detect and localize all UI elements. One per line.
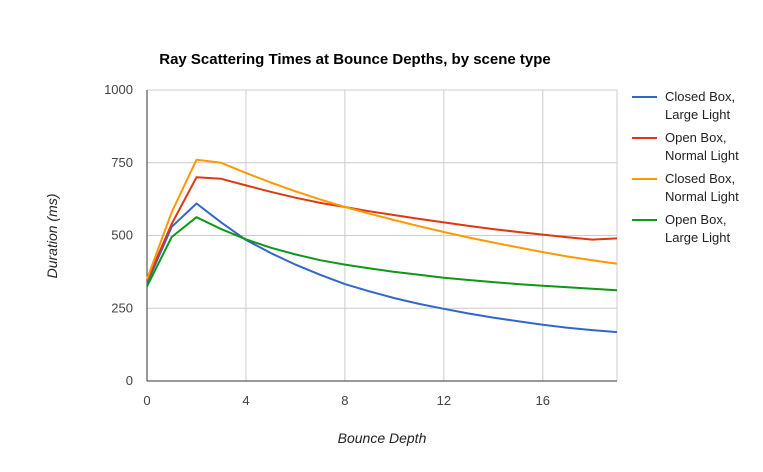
series-line-2 (146, 176, 618, 281)
y-tick-label: 0 (126, 373, 133, 388)
y-tick-label: 500 (111, 228, 133, 243)
legend-label: Normal Light (665, 189, 739, 204)
y-tick-label: 750 (111, 155, 133, 170)
x-tick-label: 12 (437, 393, 451, 408)
legend-label: Open Box, (665, 130, 726, 145)
series-line-3 (146, 158, 618, 280)
legend: Closed Box, Large Light Open Box, Normal Li… (632, 89, 739, 245)
x-tick-label: 16 (536, 393, 550, 408)
legend-label: Open Box, (665, 212, 726, 227)
chart-title: Ray Scattering Times at Bounce Depths, b… (159, 51, 551, 68)
legend-label: Large Light (665, 230, 730, 245)
x-tick-label: 4 (242, 393, 249, 408)
legend-label: Large Light (665, 107, 730, 122)
legend-label: Closed Box, (665, 171, 735, 186)
y-tick-label: 1000 (104, 82, 133, 97)
series-line-4 (146, 216, 618, 292)
y-tick-label: 250 (111, 300, 133, 315)
series-layer (146, 158, 618, 334)
tick-labels: 0 250 500 750 1000 0 4 8 12 16 (104, 82, 550, 408)
x-tick-label: 0 (143, 393, 150, 408)
series-line-1 (146, 202, 618, 334)
y-axis-label: Duration (ms) (44, 194, 60, 279)
x-axis-label: Bounce Depth (338, 430, 427, 446)
legend-label: Closed Box, (665, 89, 735, 104)
x-tick-label: 8 (341, 393, 348, 408)
legend-label: Normal Light (665, 148, 739, 163)
grid (146, 89, 618, 382)
